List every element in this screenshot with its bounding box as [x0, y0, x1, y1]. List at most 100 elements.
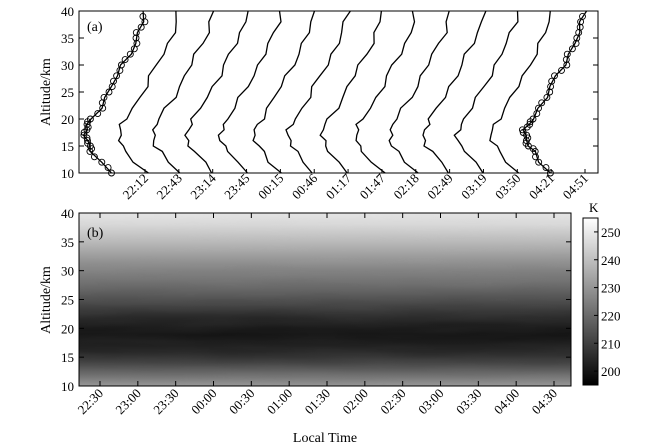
panel-b-ytick-label: 30: [61, 264, 74, 279]
panel-a-ytick-label: 30: [61, 58, 74, 73]
panel-a-time-label: 01:47: [356, 170, 388, 202]
profile-marker: [542, 164, 550, 172]
panel-b-label: (b): [87, 226, 104, 241]
profile-marker: [132, 34, 140, 42]
profile-line: [355, 10, 416, 174]
panel-b-ytick-label: 20: [61, 321, 74, 336]
panel-a-time-label: 23:14: [187, 170, 219, 202]
profile-marker: [90, 153, 98, 161]
panel-a-time-label: 02:18: [390, 171, 422, 203]
panel-a-time-label: 22:43: [153, 171, 185, 203]
profile-marker: [117, 61, 125, 69]
panel-b-xtick-label: 04:30: [529, 386, 561, 418]
profile-marker: [546, 169, 554, 177]
panel-a-label: (a): [87, 20, 103, 35]
profile-marker: [104, 164, 112, 172]
profile-line: [489, 10, 551, 174]
panel-b-xtick-label: 23:00: [112, 386, 144, 418]
profile-marker: [548, 77, 556, 85]
colorbar-tick-label: 230: [601, 281, 621, 296]
profile-marker: [532, 153, 539, 161]
panel-a-ytick-label: 20: [61, 112, 74, 127]
colorbar-tick-label: 200: [601, 364, 621, 379]
panel-a: 10 15 20 25 30 35 40 22:12 22:43 23:14 23:45 00:15…: [39, 4, 599, 203]
profile-marker: [84, 137, 91, 145]
profile-marker: [519, 129, 527, 136]
profile-marker: [558, 66, 565, 74]
panel-a-time-label: 00:15: [255, 171, 287, 203]
panel-a-ylabel: Altitude/km: [39, 58, 54, 126]
profile-marker: [538, 99, 546, 107]
panel-b-xlabel: Local Time: [293, 431, 357, 446]
panel-a-time-label: 00:46: [289, 170, 321, 202]
profile-line: [319, 10, 383, 174]
panel-a-ytick-label: 40: [61, 4, 74, 19]
profile-marker: [100, 93, 108, 101]
panel-b-y-axis: 10 15 20 25 30 35 40: [61, 206, 571, 394]
panel-b-xtick-label: 02:30: [377, 386, 409, 418]
profile-marker: [568, 45, 576, 53]
colorbar: 200 210 220 230 240 250 K: [582, 200, 621, 386]
panel-a-time-label: 04:51: [560, 171, 592, 203]
profile-marker: [563, 61, 571, 69]
profile-marker: [94, 110, 102, 118]
panel-b: 10 15 20 25 30 35 40 22:30 23:00 23:30 00:00 00:30…: [39, 200, 621, 446]
panel-b-xtick-label: 01:30: [302, 386, 334, 418]
profile-line: [453, 10, 519, 174]
colorbar-scale: [582, 217, 599, 386]
panel-b-xtick-label: 03:00: [415, 386, 447, 418]
profile-marker: [83, 120, 91, 128]
panel-a-time-label: 23:45: [221, 171, 253, 203]
panel-b-ylabel: Altitude/km: [39, 266, 54, 334]
profile-marker: [132, 29, 140, 37]
panel-a-profiles: [80, 10, 588, 177]
panel-b-ytick-label: 25: [61, 293, 74, 308]
panel-a-ytick-label: 25: [61, 85, 74, 100]
profile-marker: [535, 104, 542, 112]
profile-marker: [572, 39, 580, 47]
profile-marker: [579, 12, 586, 20]
profile-marker: [133, 39, 141, 47]
panel-b-xtick-label: 00:00: [188, 386, 220, 418]
profile-marker: [546, 88, 554, 96]
profile-line: [117, 10, 177, 174]
panel-a-ytick-label: 15: [61, 139, 74, 154]
panel-a-time-label: 01:17: [323, 170, 355, 202]
profile-line: [285, 10, 351, 174]
panel-a-ytick-label: 10: [61, 166, 74, 181]
colorbar-ticks: 200 210 220 230 240 250: [594, 225, 621, 379]
profile-marker: [563, 50, 571, 58]
colorbar-unit: K: [589, 200, 599, 215]
panel-b-ytick-label: 15: [61, 350, 74, 365]
colorbar-tick-label: 220: [601, 308, 621, 323]
panel-b-xtick-label: 22:30: [75, 386, 107, 418]
panel-a-frame: [78, 10, 599, 174]
profile-marker: [543, 93, 551, 101]
profile-line: [217, 10, 282, 174]
panel-a-time-label: 22:12: [120, 171, 152, 203]
profile-marker: [126, 50, 134, 58]
profile-marker: [105, 88, 113, 96]
profile-line: [252, 10, 316, 174]
profile-marker: [121, 56, 129, 64]
panel-b-ytick-label: 35: [61, 235, 74, 250]
profile-line: [422, 10, 487, 174]
profile-line: [184, 10, 249, 174]
profile-marker: [576, 23, 584, 31]
profile-marker: [84, 139, 92, 147]
panel-a-y-axis: 10 15 20 25 30 35 40: [61, 4, 598, 181]
temperature-field-texture: [79, 213, 571, 386]
profile-line: [388, 10, 450, 174]
profile-marker: [130, 45, 138, 53]
panel-b-ytick-label: 10: [61, 379, 74, 394]
profile-marker: [98, 158, 106, 166]
profile-marker: [99, 104, 107, 112]
profile-marker: [86, 115, 94, 123]
profile-marker: [529, 115, 537, 123]
panel-a-ytick-label: 35: [61, 31, 74, 46]
panel-b-xtick-label: 02:00: [339, 386, 371, 418]
panel-b-ytick-label: 40: [61, 206, 74, 221]
profile-marker: [110, 77, 117, 85]
panel-b-xtick-label: 03:30: [453, 386, 485, 418]
